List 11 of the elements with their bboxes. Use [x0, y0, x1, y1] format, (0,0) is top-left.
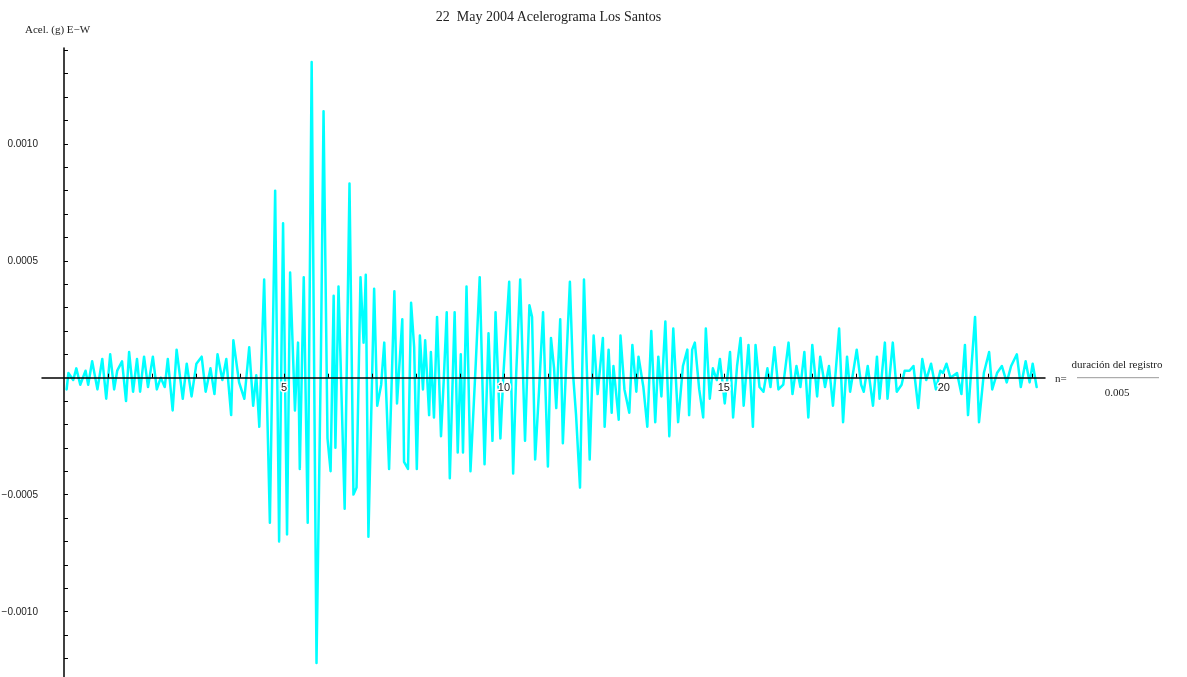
text: 0.005	[1104, 385, 1130, 398]
y-tick-label: −0.0005	[1, 489, 39, 501]
y-axis-title: Acel. (g) E−W	[25, 22, 91, 36]
chart-title: 22 May 2004 Acelerograma Los Santos	[435, 8, 662, 24]
y-tick-label: −0.0010	[1, 606, 39, 618]
y-tick-label: 0.0005	[7, 255, 39, 267]
y-tick-label: 0.0010	[7, 138, 39, 150]
line-series	[65, 60, 1038, 665]
x-tick-label: 20	[937, 381, 950, 394]
text: duración del registro	[1071, 357, 1164, 370]
x-axis-title: n=	[1055, 371, 1067, 384]
